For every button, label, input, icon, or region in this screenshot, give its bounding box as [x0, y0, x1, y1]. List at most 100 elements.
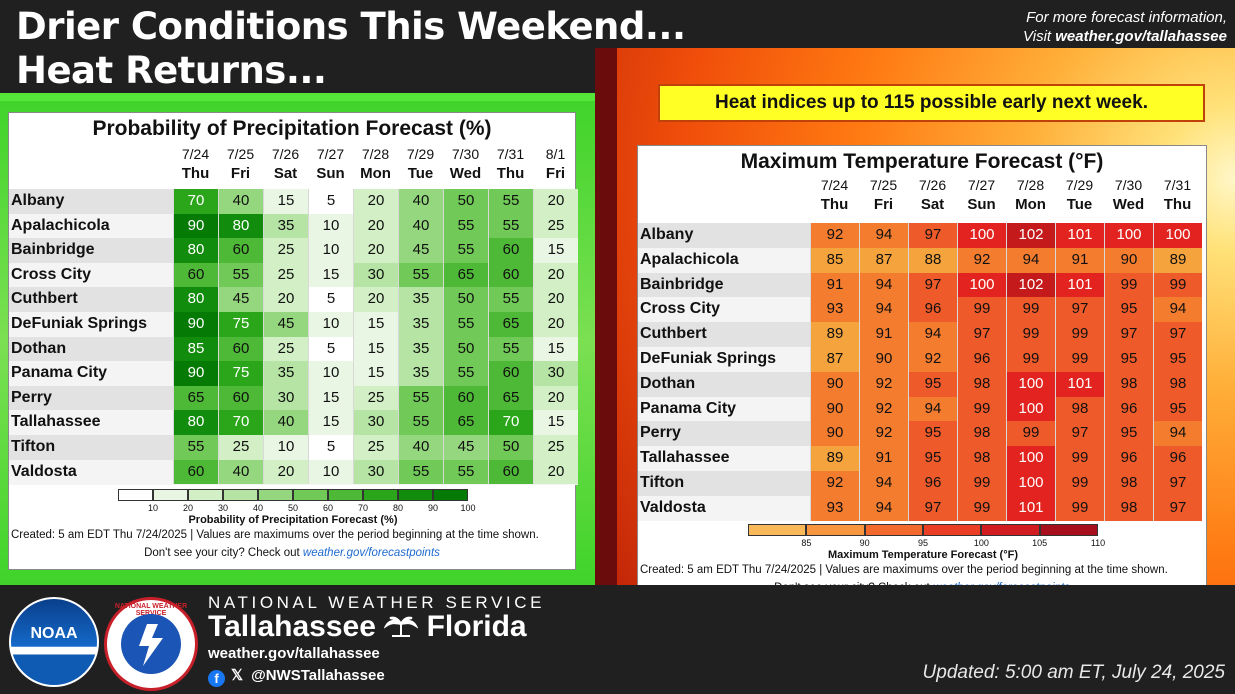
colorbar-tick-label: 20	[182, 503, 193, 513]
data-cell: 92	[859, 421, 908, 447]
office-web-link[interactable]: weather.gov/tallahassee	[208, 645, 380, 662]
data-cell: 20	[353, 287, 398, 312]
data-cell: 75	[218, 361, 263, 386]
data-cell: 90	[810, 421, 859, 447]
column-date: 7/31	[496, 146, 525, 162]
data-cell: 55	[398, 459, 443, 485]
data-cell: 10	[263, 435, 308, 460]
city-label: Perry	[11, 388, 52, 406]
noaa-logo-text: NOAA	[30, 625, 78, 642]
data-cell: 40	[218, 189, 263, 214]
title-line-2: Heat Returns...	[16, 49, 327, 92]
data-cell: 45	[398, 238, 443, 263]
colorbar-tick-label: 10	[147, 503, 158, 513]
data-cell: 96	[1153, 446, 1202, 471]
colorbar-tick-label: 110	[1090, 538, 1106, 548]
colorbar-tick-label: 95	[917, 538, 928, 548]
column-day: Mon	[1015, 196, 1046, 213]
column-date: 7/25	[869, 177, 898, 193]
data-cell: 101	[1055, 272, 1104, 298]
column-header: 7/30 Wed	[443, 145, 488, 183]
colorbar-tick-label: 60	[322, 503, 333, 513]
office-name: Tallahassee Florida	[208, 610, 527, 644]
data-cell: 102	[1006, 272, 1055, 298]
data-cell: 70	[488, 410, 533, 435]
colorbar-segment	[398, 489, 433, 501]
social-handle[interactable]: @NWSTallahassee	[251, 667, 385, 684]
column-day: Sun	[316, 165, 345, 182]
data-cell: 99	[1006, 347, 1055, 372]
facebook-icon[interactable]: f	[208, 670, 225, 687]
office-state: Florida	[426, 610, 527, 643]
office-city: Tallahassee	[208, 610, 376, 643]
data-cell: 85	[810, 247, 859, 273]
data-cell: 60	[218, 238, 263, 263]
info-link[interactable]: weather.gov/tallahassee	[1055, 28, 1227, 45]
data-cell: 95	[908, 421, 957, 447]
data-cell: 30	[353, 262, 398, 288]
x-icon[interactable]: 𝕏	[231, 667, 244, 684]
title-line-1: Drier Conditions This Weekend...	[16, 5, 686, 48]
noaa-logo-icon: NOAA	[9, 597, 99, 687]
data-cell: 92	[810, 471, 859, 496]
data-cell: 96	[908, 297, 957, 323]
data-cell: 90	[1104, 247, 1153, 273]
data-cell: 55	[398, 262, 443, 288]
data-cell: 65	[488, 385, 533, 411]
data-cell: 90	[810, 396, 859, 422]
data-cell: 15	[353, 336, 398, 362]
footnote: Created: 5 am EDT Thu 7/24/2025 | Values…	[11, 529, 539, 541]
data-cell: 55	[443, 361, 488, 386]
city-label: Cuthbert	[11, 290, 78, 308]
data-cell: 55	[488, 189, 533, 214]
data-cell: 97	[908, 495, 957, 521]
data-cell: 50	[443, 189, 488, 214]
colorbar-segment	[363, 489, 398, 501]
data-cell: 99	[1006, 297, 1055, 323]
data-cell: 91	[1055, 247, 1104, 273]
data-cell: 75	[218, 312, 263, 337]
data-cell: 92	[859, 396, 908, 422]
column-date: 7/30	[451, 146, 480, 162]
column-day: Thu	[1163, 196, 1192, 213]
data-cell: 60	[173, 262, 218, 288]
temp-forecast-panel: Maximum Temperature Forecast (°F) 7/24 Thu…	[637, 145, 1207, 600]
data-cell: 95	[908, 446, 957, 471]
column-date: 7/28	[1016, 177, 1045, 193]
data-cell: 55	[488, 287, 533, 312]
colorbar-segment	[223, 489, 258, 501]
data-cell: 35	[398, 361, 443, 386]
data-cell: 85	[173, 336, 218, 362]
data-cell: 96	[1104, 396, 1153, 422]
data-cell: 15	[263, 189, 308, 214]
colorbar-segment	[293, 489, 328, 501]
precip-forecast-panel: Probability of Precipitation Forecast (%…	[8, 112, 578, 570]
colorbar-segment	[1039, 524, 1098, 536]
data-cell: 10	[308, 361, 353, 386]
data-cell: 99	[1104, 272, 1153, 298]
column-header: 7/29 Tue	[398, 145, 443, 183]
data-cell: 20	[353, 238, 398, 263]
forecast-points-link[interactable]: weather.gov/forecastpoints	[302, 547, 440, 559]
colorbar-segment	[258, 489, 293, 501]
colorbar-tick-label: 85	[801, 538, 812, 548]
chart-title: Probability of Precipitation Forecast (%…	[92, 117, 492, 140]
data-cell: 100	[1006, 396, 1055, 422]
data-cell: 94	[859, 272, 908, 298]
column-day: Thu	[496, 165, 525, 182]
colorbar-tick-label: 90	[859, 538, 870, 548]
column-date: 7/29	[1065, 177, 1094, 193]
column-day: Wed	[449, 165, 482, 182]
data-cell: 92	[810, 223, 859, 248]
data-cell: 80	[173, 410, 218, 435]
data-cell: 20	[533, 287, 578, 312]
city-label: Panama City	[640, 399, 737, 417]
data-cell: 25	[263, 262, 308, 288]
info-line-2: Visit weather.gov/tallahassee	[1023, 27, 1227, 46]
column-day: Sat	[273, 165, 298, 182]
data-cell: 95	[908, 371, 957, 397]
data-cell: 80	[218, 213, 263, 239]
data-cell: 60	[488, 238, 533, 263]
colorbar-segment	[153, 489, 188, 501]
data-cell: 55	[488, 336, 533, 362]
